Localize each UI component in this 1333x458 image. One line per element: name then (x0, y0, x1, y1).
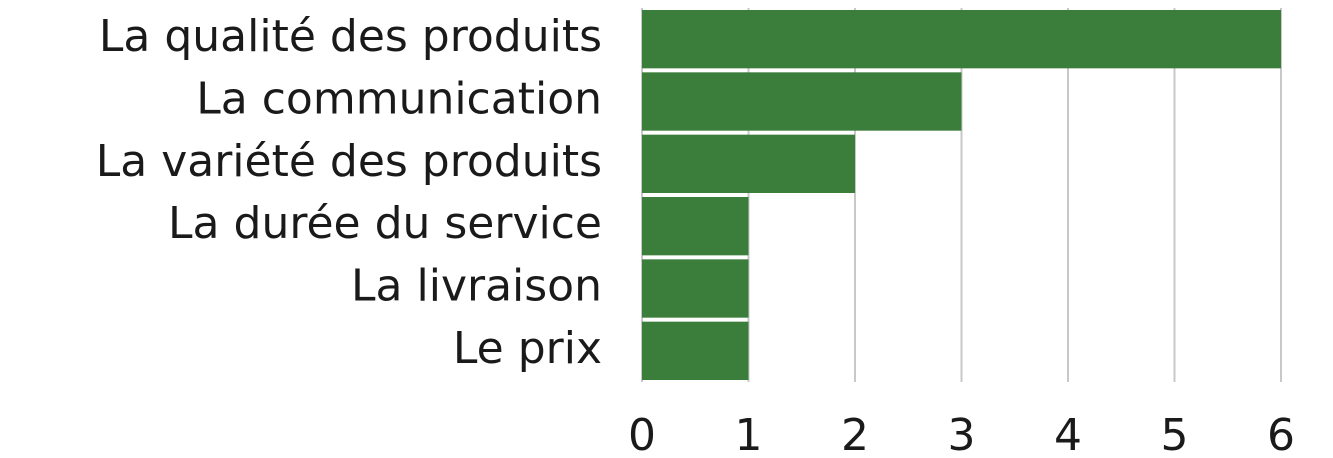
y-tick-label: La livraison (351, 261, 602, 312)
x-tick-label: 4 (1054, 410, 1082, 458)
bar (642, 72, 962, 131)
x-tick-label: 1 (735, 410, 763, 458)
x-tick-label: 3 (948, 410, 976, 458)
x-tick-label: 0 (628, 410, 656, 458)
y-tick-label: La variété des produits (96, 136, 602, 187)
y-tick-label: La communication (196, 74, 602, 125)
bar (642, 197, 749, 256)
x-tick-label: 2 (841, 410, 869, 458)
y-tick-label: Le prix (453, 323, 602, 374)
x-tick-label: 6 (1267, 410, 1295, 458)
x-tick-label: 5 (1161, 410, 1189, 458)
y-tick-label: La qualité des produits (99, 11, 602, 62)
bar (642, 134, 855, 193)
bar (642, 10, 1281, 69)
y-tick-label: La durée du service (168, 198, 602, 249)
bar (642, 259, 749, 318)
bar (642, 321, 749, 380)
